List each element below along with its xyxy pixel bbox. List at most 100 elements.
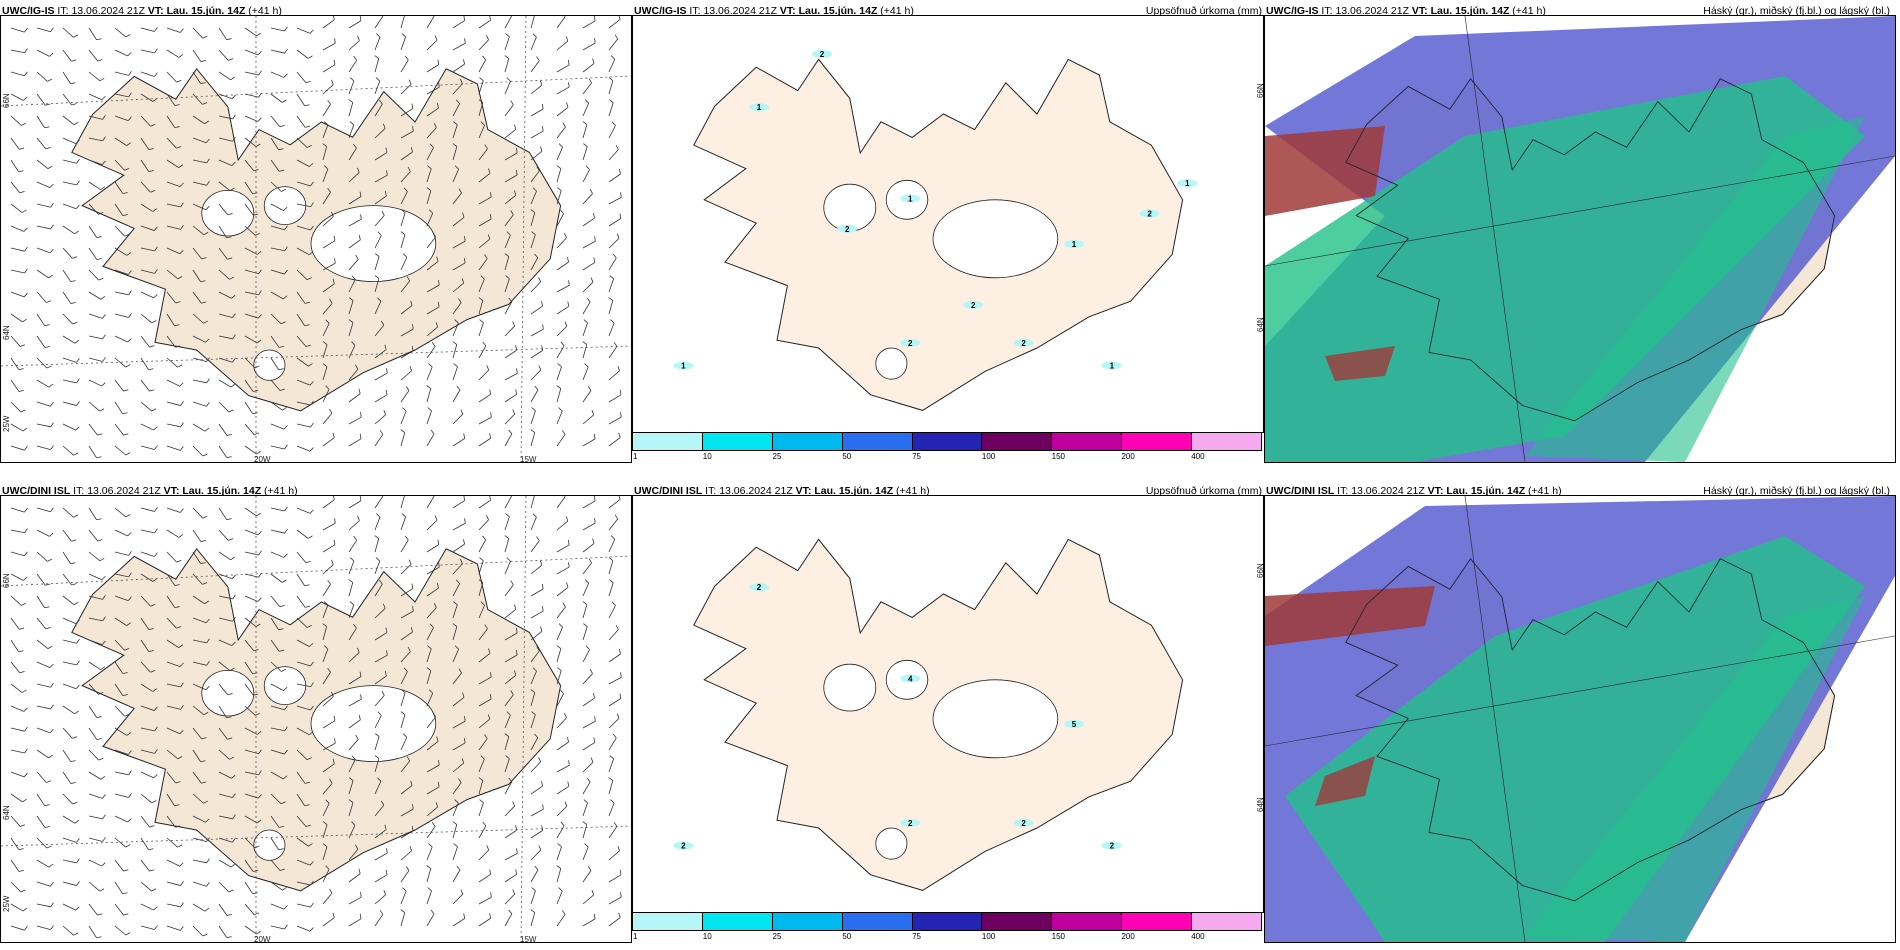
wind-barb [296, 639, 314, 647]
wind-barb [114, 269, 132, 275]
wind-barb [140, 379, 155, 392]
wind-barb [192, 837, 210, 843]
colorbar-swatch [842, 433, 913, 450]
wind-barb [426, 583, 439, 597]
wind-barb [452, 692, 465, 707]
wind-barb [530, 513, 537, 531]
wind-barb [608, 297, 614, 315]
wind-barb [88, 71, 105, 82]
wind-barb [10, 661, 25, 674]
wind-barb [452, 385, 461, 403]
wind-barb [400, 386, 410, 403]
wind-map[interactable] [0, 495, 632, 943]
wind-barb [504, 513, 510, 531]
wind-barb [348, 99, 354, 117]
wind-barb [36, 247, 54, 254]
wind-barb [88, 749, 104, 761]
wind-barb [426, 515, 438, 531]
wind-barb [374, 210, 385, 227]
wind-barb [608, 672, 622, 685]
wind-barb [452, 409, 464, 425]
precip-map[interactable]: 2 2 2 2 2 4 5 [632, 495, 1264, 913]
precip-value: 1 [908, 194, 913, 203]
wind-barb [88, 203, 104, 215]
precip-patch [1013, 338, 1034, 347]
wind-barb [218, 269, 235, 280]
wind-barb [270, 924, 288, 930]
wind-barb [218, 71, 235, 81]
graticule-line [1464, 16, 1526, 462]
wind-barb [36, 749, 53, 759]
cloud-map[interactable] [1264, 495, 1896, 943]
wind-barb [114, 770, 132, 776]
wind-barb [504, 733, 510, 751]
wind-barb [192, 137, 210, 144]
wind-barb [166, 551, 182, 563]
wind-barb [244, 70, 262, 76]
wind-barb [192, 551, 206, 565]
lon-label-20w: 20W [254, 455, 271, 464]
wind-barb [192, 445, 208, 457]
wind-barb [10, 423, 28, 432]
wind-barb [192, 881, 210, 887]
map-title: UWC/DINI ISL IT: 13.06.2024 21Z VT: Lau.… [634, 485, 930, 497]
wind-barb [348, 913, 362, 927]
map-title: UWC/IG-IS IT: 13.06.2024 21Z VT: Lau. 15… [1266, 5, 1546, 17]
wind-barb [530, 825, 544, 839]
wind-barb [192, 71, 206, 85]
wind-barb [478, 412, 492, 425]
wind-barb [426, 103, 439, 117]
wind-barb [166, 837, 183, 848]
wind-barb [530, 606, 544, 619]
low-cloud-area [1325, 346, 1395, 381]
wind-barb [36, 661, 54, 668]
precip-value: 2 [908, 339, 913, 348]
wind-barb [400, 366, 412, 381]
wind-barb [556, 209, 564, 227]
precip-map[interactable]: 1 2 2 1 1 1 1 2 2 2 2 1 [632, 15, 1264, 433]
wind-barb [88, 814, 106, 820]
wind-barb [218, 705, 232, 719]
wind-barb [556, 821, 565, 839]
wind-barb [36, 335, 50, 348]
wind-barb [530, 845, 542, 861]
wind-barb [62, 401, 80, 406]
precip-patch [1139, 209, 1160, 218]
wind-barb [88, 423, 103, 436]
wind-map[interactable] [0, 15, 632, 463]
wind-barb [400, 513, 407, 531]
cloud-map[interactable] [1264, 15, 1896, 463]
wind-barb [530, 187, 537, 205]
wind-barb [88, 727, 102, 740]
wind-barb [88, 859, 106, 867]
wind-barb [166, 881, 184, 886]
wind-barb [374, 777, 382, 795]
wind-barb [478, 579, 484, 597]
wind-barb [452, 165, 460, 183]
mid-cloud-band [1525, 596, 1865, 942]
wind-barb [62, 660, 80, 666]
wind-barb [322, 865, 330, 883]
wind-barb [426, 165, 432, 183]
precip-value: 1 [1110, 362, 1115, 371]
wind-barb [452, 716, 466, 729]
wind-barb [426, 909, 435, 927]
wind-barb [530, 733, 539, 751]
wind-barb [114, 859, 129, 872]
colorbar-label: 50 [842, 932, 852, 941]
wind-barb [374, 344, 387, 359]
wind-barb [530, 560, 543, 575]
colorbar-swatch [772, 913, 843, 930]
wind-barb [452, 579, 460, 597]
wind-barb [582, 866, 592, 883]
wind-barb [62, 573, 77, 586]
wind-barb [426, 496, 435, 509]
wind-barb [582, 799, 588, 817]
wind-barb [62, 793, 78, 805]
wind-barb [166, 115, 180, 129]
wind-barb [374, 711, 382, 729]
precip-patch [749, 583, 769, 592]
wind-barb [478, 821, 487, 839]
wind-barb [218, 93, 236, 100]
wind-barb [374, 297, 382, 315]
